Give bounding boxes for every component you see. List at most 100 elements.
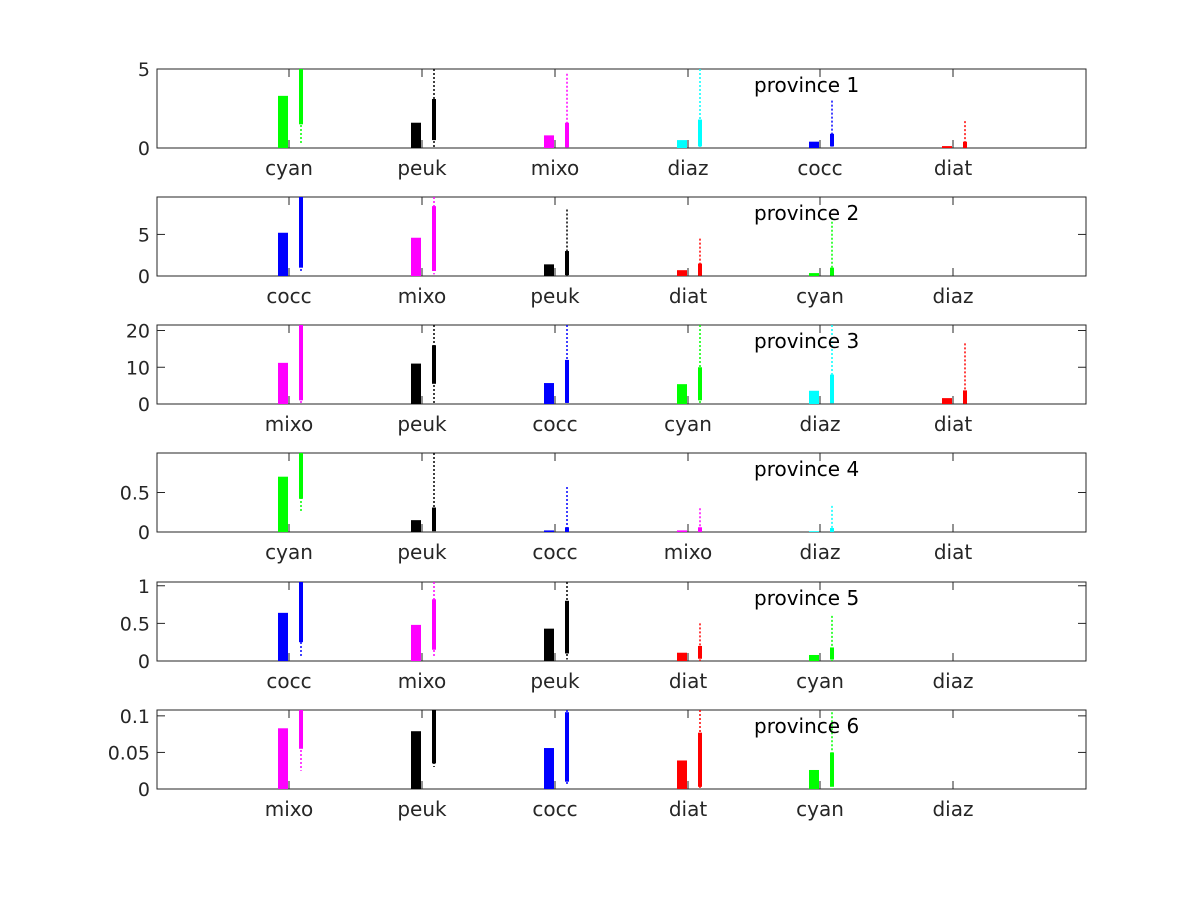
bar: [942, 398, 952, 404]
bar: [677, 270, 687, 276]
box: [698, 732, 702, 787]
box: [830, 267, 834, 276]
category-label: diat: [934, 156, 973, 180]
box: [830, 133, 834, 147]
box: [432, 710, 436, 764]
box: [432, 507, 436, 532]
bar: [411, 624, 421, 661]
province-label: province 1: [754, 73, 859, 97]
bar: [544, 530, 554, 532]
bar: [809, 769, 819, 789]
y-tick-label: 10: [126, 357, 150, 379]
y-tick-label: 0: [138, 138, 150, 160]
category-label: diaz: [932, 797, 973, 821]
bar: [411, 237, 421, 276]
box: [698, 645, 702, 659]
box: [565, 600, 569, 654]
province-label: province 5: [754, 586, 859, 610]
axes-box: [156, 581, 1087, 662]
box: [432, 99, 436, 141]
box: [299, 69, 303, 125]
category-label: diaz: [932, 284, 973, 308]
province-label: province 2: [754, 201, 859, 225]
bar: [278, 232, 288, 276]
box: [565, 359, 569, 403]
y-tick-label: 5: [138, 224, 150, 246]
bar: [411, 363, 421, 404]
province-panel: 0 0.05 0.1 mixo peuk cocc diat cyan diaz province…: [108, 706, 1087, 821]
bar: [411, 731, 421, 789]
bar: [544, 383, 554, 404]
province-label: province 6: [754, 714, 859, 738]
bar: [278, 728, 288, 789]
y-tick-label: 0.5: [120, 483, 150, 505]
y-tick-label: 0: [138, 651, 150, 673]
category-label: peuk: [397, 797, 447, 821]
category-label: mixo: [531, 156, 580, 180]
box: [299, 453, 303, 499]
category-label: mixo: [664, 540, 713, 564]
box: [299, 582, 303, 643]
box: [432, 599, 436, 650]
category-label: cyan: [265, 156, 313, 180]
category-label: peuk: [397, 540, 447, 564]
category-label: mixo: [398, 284, 447, 308]
category-label: diat: [934, 412, 973, 436]
bar: [677, 140, 687, 148]
box: [299, 710, 303, 749]
bar: [809, 654, 819, 661]
category-label: peuk: [530, 284, 580, 308]
box: [830, 647, 834, 660]
category-label: peuk: [397, 156, 447, 180]
y-tick-label: 0.1: [120, 706, 150, 728]
bar: [411, 520, 421, 532]
box: [830, 374, 834, 404]
axes-box: [156, 709, 1087, 790]
box: [698, 367, 702, 401]
bar: [278, 362, 288, 404]
province-panel: 0 0.5 1 cocc mixo peuk diat cyan diaz province 5: [120, 576, 1087, 693]
category-label: cyan: [796, 797, 844, 821]
bar: [544, 748, 554, 789]
category-label: diat: [669, 797, 708, 821]
category-label: cyan: [664, 412, 712, 436]
category-label: diat: [934, 540, 973, 564]
bar: [544, 628, 554, 661]
category-label: peuk: [397, 412, 447, 436]
box: [698, 527, 702, 532]
y-tick-label: 0: [138, 779, 150, 801]
y-tick-label: 5: [138, 59, 150, 81]
box: [830, 528, 834, 532]
category-label: cocc: [532, 540, 577, 564]
category-label: diaz: [799, 540, 840, 564]
province-panel: 0 5 cyan peuk mixo diaz cocc diat province 1: [138, 59, 1087, 180]
axes-box: [156, 452, 1087, 533]
bar: [809, 273, 819, 276]
box: [565, 251, 569, 276]
box: [963, 141, 967, 148]
box: [432, 345, 436, 384]
category-label: cocc: [266, 284, 311, 308]
category-label: mixo: [265, 412, 314, 436]
province-panel: 0 0.5 cyan peuk cocc mixo diaz diat province 4: [120, 452, 1087, 564]
category-label: cocc: [266, 669, 311, 693]
bar: [809, 531, 819, 532]
box: [432, 206, 436, 272]
bar: [942, 146, 952, 148]
province-panel: 0 5 cocc mixo peuk diat cyan diaz province 2: [138, 196, 1087, 308]
box: [299, 197, 303, 268]
bar: [677, 760, 687, 789]
category-label: diat: [669, 669, 708, 693]
y-tick-label: 20: [126, 321, 150, 343]
bar: [677, 652, 687, 661]
bar: [278, 95, 288, 148]
box: [698, 119, 702, 147]
y-tick-label: 0.5: [120, 613, 150, 635]
box: [565, 527, 569, 532]
category-label: cyan: [796, 284, 844, 308]
bar: [544, 264, 554, 276]
box: [299, 325, 303, 401]
axes-box: [156, 68, 1087, 149]
axes-box: [156, 324, 1087, 405]
box: [830, 752, 834, 787]
